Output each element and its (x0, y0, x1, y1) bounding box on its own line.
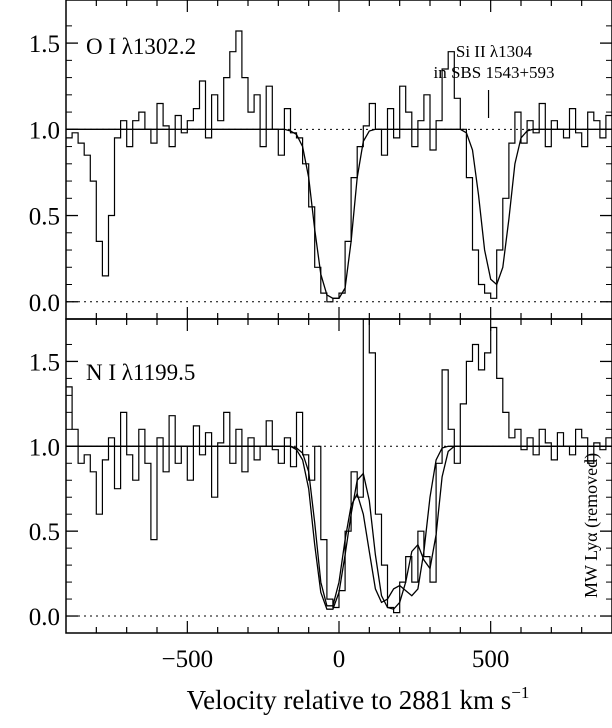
y-tick-label: 1.5 (29, 31, 60, 58)
x-axis-label: Velocity relative to 2881 km s−1 (187, 683, 530, 715)
panel-label-oi: O I λ1302.2 (86, 34, 196, 59)
y-tick-label: 0.5 (29, 519, 60, 546)
x-tick-labels: −500 0 500 (162, 646, 510, 673)
model-profile-line (66, 445, 612, 607)
annotation-line-2: in SBS 1543+593 (433, 63, 554, 82)
x-axis-label-superscript: −1 (511, 683, 529, 702)
y-tick-label: 0.0 (29, 604, 60, 631)
y-tick-label: 1.0 (29, 117, 60, 144)
series-group (66, 30, 612, 303)
model-profile-line (66, 445, 612, 610)
panel-bottom-frame (65, 318, 612, 634)
side-annotation: MW Lyα (removed) (581, 453, 602, 598)
zero-level-line (66, 128, 612, 303)
series-group (66, 319, 612, 614)
model-profile-line (66, 128, 612, 299)
x-axis-label-text: Velocity relative to 2881 km s (187, 685, 512, 715)
x-tick-label: 500 (472, 646, 510, 673)
x-tick-label: 0 (333, 646, 346, 673)
y-tick-labels: 0.0 0.5 1.0 1.5 (29, 31, 60, 317)
panel-bottom: 0.0 0.5 1.0 1.5 −500 0 500 N I λ1199.5 MW Lyα… (29, 319, 612, 673)
y-tick-label: 0.0 (29, 290, 60, 317)
panel-label-ni: N I λ1199.5 (86, 360, 195, 385)
spectrum-histogram (66, 30, 612, 303)
y-tick-label: 1.0 (29, 434, 60, 461)
y-tick-label: 1.5 (29, 349, 60, 376)
axis-ticks (66, 319, 612, 633)
x-tick-label: −500 (162, 646, 214, 673)
spectrum-histogram (66, 319, 612, 614)
panel-top: 0.0 0.5 1.0 1.5 O I λ1302.2 Si II λ1304 in … (29, 0, 612, 319)
y-tick-label: 0.5 (29, 204, 60, 231)
annotation-line-1: Si II λ1304 (456, 42, 533, 61)
y-tick-labels: 0.0 0.5 1.0 1.5 (29, 349, 60, 631)
